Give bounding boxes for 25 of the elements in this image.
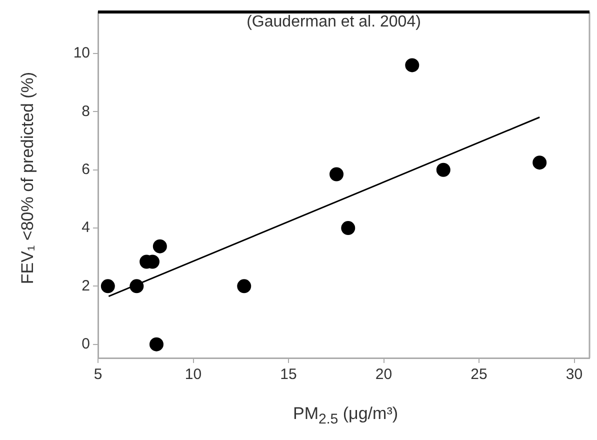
y-axis-title: FEV₁ <80% of predicted (%): [18, 70, 38, 286]
y-tick-label: 0: [82, 335, 90, 352]
y-tick-label: 6: [82, 161, 90, 178]
y-tick-label: 8: [82, 102, 90, 120]
x-axis-title: PM$_{2.5}$ (μg/m³): [292, 404, 400, 428]
point: [532, 156, 547, 170]
y-tick-label: 10: [73, 44, 90, 62]
point: [405, 58, 420, 72]
point: [149, 337, 164, 352]
point: [341, 221, 356, 236]
point: [330, 167, 344, 182]
x-tick-label: 20: [375, 366, 392, 384]
x-tick-label: 10: [184, 366, 202, 384]
x-tick-label: 25: [470, 366, 488, 384]
x-tick-label: 15: [280, 366, 297, 384]
point: [436, 162, 450, 177]
point: [130, 279, 144, 294]
y-tick-label: 4: [82, 219, 90, 236]
point: [100, 279, 115, 294]
point: [152, 239, 167, 254]
y-tick-label: 2: [82, 277, 90, 294]
point: [237, 279, 252, 294]
x-tick-label: 5: [94, 366, 102, 384]
annotation: (Gauderman et al. 2004): [246, 13, 421, 30]
x-tick-label: 30: [566, 366, 583, 384]
